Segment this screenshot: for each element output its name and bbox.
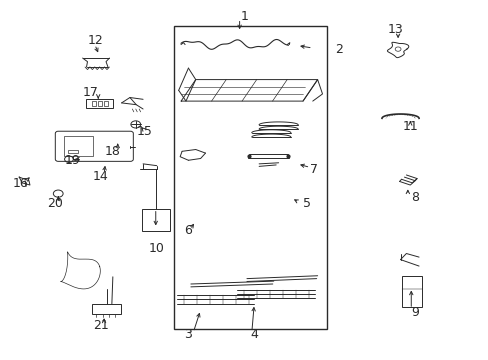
Bar xyxy=(401,276,421,307)
Text: 16: 16 xyxy=(12,177,28,190)
Text: 20: 20 xyxy=(47,197,63,210)
Text: 6: 6 xyxy=(184,224,192,237)
Bar xyxy=(173,26,327,329)
Bar xyxy=(92,304,121,315)
Text: 2: 2 xyxy=(334,42,342,55)
Text: 17: 17 xyxy=(83,86,99,99)
Text: 12: 12 xyxy=(88,33,103,47)
Text: 7: 7 xyxy=(310,163,318,176)
Text: 11: 11 xyxy=(402,120,417,133)
Text: 9: 9 xyxy=(410,306,418,319)
Text: 18: 18 xyxy=(105,145,121,158)
Bar xyxy=(104,102,108,106)
Bar xyxy=(98,102,102,106)
Text: 3: 3 xyxy=(184,328,192,341)
Bar xyxy=(86,99,113,108)
Text: 5: 5 xyxy=(303,197,310,210)
Bar xyxy=(142,209,170,231)
Text: 10: 10 xyxy=(148,242,164,255)
Text: 4: 4 xyxy=(250,328,258,341)
Text: 19: 19 xyxy=(65,154,81,167)
Text: 21: 21 xyxy=(93,319,108,332)
Bar xyxy=(64,136,93,156)
Bar xyxy=(68,150,78,153)
Text: 8: 8 xyxy=(410,192,418,204)
Text: 1: 1 xyxy=(240,10,248,23)
Text: 14: 14 xyxy=(93,170,108,183)
Text: 15: 15 xyxy=(136,125,152,138)
Bar xyxy=(92,102,96,106)
Text: 13: 13 xyxy=(387,23,403,36)
